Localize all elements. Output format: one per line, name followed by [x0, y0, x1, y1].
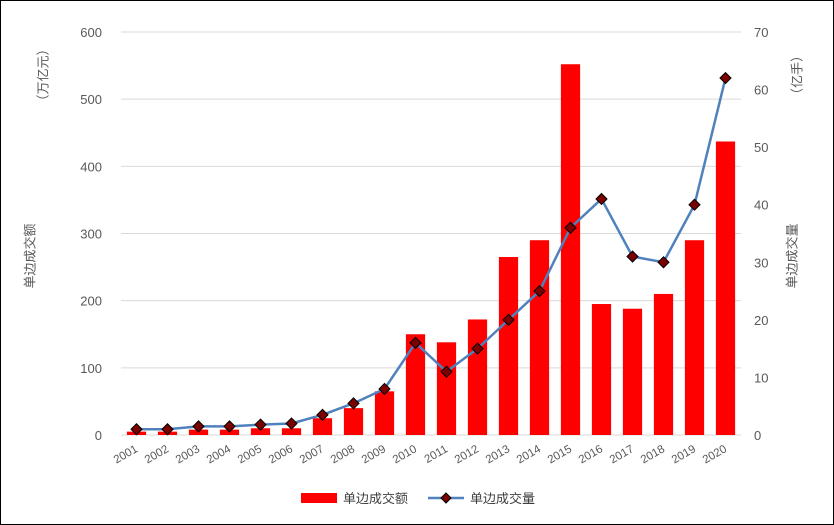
svg-text:2009: 2009 — [360, 443, 388, 466]
svg-text:2019: 2019 — [670, 443, 698, 466]
svg-text:2004: 2004 — [205, 443, 234, 466]
svg-text:60: 60 — [754, 83, 768, 98]
svg-text:2014: 2014 — [515, 443, 544, 466]
svg-text:2006: 2006 — [267, 443, 295, 466]
svg-text:2016: 2016 — [577, 443, 605, 466]
svg-text:2007: 2007 — [298, 443, 326, 466]
svg-text:0: 0 — [754, 428, 761, 443]
svg-text:2013: 2013 — [484, 443, 512, 466]
svg-text:2005: 2005 — [236, 443, 264, 466]
svg-text:2017: 2017 — [608, 443, 636, 466]
svg-text:30: 30 — [754, 255, 768, 270]
svg-text:600: 600 — [80, 25, 102, 40]
svg-text:200: 200 — [80, 294, 102, 309]
svg-text:400: 400 — [80, 159, 102, 174]
svg-text:40: 40 — [754, 198, 768, 213]
svg-text:10: 10 — [754, 370, 768, 385]
svg-text:500: 500 — [80, 92, 102, 107]
svg-text:2003: 2003 — [174, 443, 202, 466]
svg-text:2018: 2018 — [639, 443, 667, 466]
svg-text:2001: 2001 — [112, 443, 140, 466]
svg-text:2008: 2008 — [329, 443, 357, 466]
svg-text:300: 300 — [80, 227, 102, 242]
svg-text:2002: 2002 — [143, 443, 171, 466]
svg-text:2012: 2012 — [453, 443, 481, 466]
svg-text:2011: 2011 — [423, 443, 450, 466]
svg-text:20: 20 — [754, 313, 768, 328]
svg-text:2010: 2010 — [391, 443, 419, 466]
svg-text:70: 70 — [754, 25, 768, 40]
svg-text:0: 0 — [95, 428, 102, 443]
svg-text:100: 100 — [80, 361, 102, 376]
svg-text:2015: 2015 — [546, 443, 574, 466]
svg-text:50: 50 — [754, 140, 768, 155]
svg-text:2020: 2020 — [701, 443, 729, 466]
